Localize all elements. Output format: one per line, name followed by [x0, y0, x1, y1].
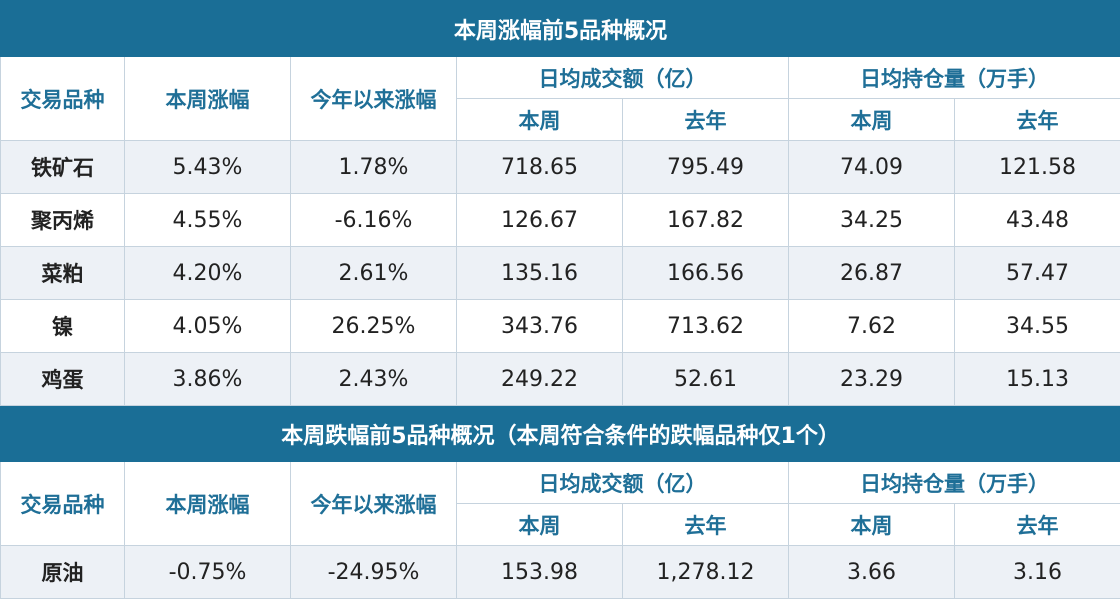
volume-this-week: 343.76 — [456, 299, 623, 353]
volume-last-year: 713.62 — [622, 299, 789, 353]
header-ytd-change: 今年以来涨幅 — [290, 56, 457, 141]
header-open-interest: 日均持仓量（万手） — [787, 461, 1120, 504]
oi-last-year: 43.48 — [953, 193, 1120, 247]
table-row: 鸡蛋 3.86% 2.43% 249.22 52.61 23.29 15.13 — [0, 352, 1120, 406]
volume-last-year: 795.49 — [622, 140, 789, 194]
ytd-change: 2.61% — [290, 246, 457, 300]
volume-this-week: 718.65 — [456, 140, 623, 194]
volume-last-year: 166.56 — [622, 246, 789, 300]
header-ytd-change: 今年以来涨幅 — [290, 461, 457, 546]
oi-this-week: 26.87 — [788, 246, 955, 300]
table-row: 原油 -0.75% -24.95% 153.98 1,278.12 3.66 3… — [0, 545, 1120, 599]
header-oi-last-year: 去年 — [953, 503, 1120, 546]
header-oi-last-year: 去年 — [953, 98, 1120, 141]
oi-last-year: 121.58 — [953, 140, 1120, 194]
table-row: 铁矿石 5.43% 1.78% 718.65 795.49 74.09 121.… — [0, 140, 1120, 194]
bottom-section-title: 本周跌幅前5品种概况（本周符合条件的跌幅品种仅1个） — [0, 405, 1120, 462]
oi-last-year: 57.47 — [953, 246, 1120, 300]
top-section-title: 本周涨幅前5品种概况 — [0, 0, 1120, 57]
header-daily-volume: 日均成交额（亿） — [456, 56, 789, 99]
volume-last-year: 1,278.12 — [622, 545, 789, 599]
volume-last-year: 52.61 — [622, 352, 789, 406]
header-open-interest: 日均持仓量（万手） — [787, 56, 1120, 99]
volume-this-week: 135.16 — [456, 246, 623, 300]
ytd-change: 26.25% — [290, 299, 457, 353]
weekly-change: 5.43% — [124, 140, 291, 194]
header-weekly-change: 本周涨幅 — [124, 461, 291, 546]
header-volume-last-year: 去年 — [622, 98, 789, 141]
ytd-change: -24.95% — [290, 545, 457, 599]
header-volume-this-week: 本周 — [456, 503, 623, 546]
header-oi-this-week: 本周 — [788, 98, 955, 141]
header-oi-this-week: 本周 — [788, 503, 955, 546]
header-daily-volume: 日均成交额（亿） — [456, 461, 789, 504]
oi-this-week: 23.29 — [788, 352, 955, 406]
oi-last-year: 3.16 — [953, 545, 1120, 599]
volume-this-week: 153.98 — [456, 545, 623, 599]
volume-this-week: 249.22 — [456, 352, 623, 406]
header-commodity: 交易品种 — [0, 461, 125, 546]
table-row: 菜粕 4.20% 2.61% 135.16 166.56 26.87 57.47 — [0, 246, 1120, 300]
header-volume-last-year: 去年 — [622, 503, 789, 546]
ytd-change: 1.78% — [290, 140, 457, 194]
oi-this-week: 7.62 — [788, 299, 955, 353]
weekly-change: 3.86% — [124, 352, 291, 406]
commodity-name: 铁矿石 — [0, 140, 125, 194]
ytd-change: 2.43% — [290, 352, 457, 406]
commodity-name: 镍 — [0, 299, 125, 353]
header-commodity: 交易品种 — [0, 56, 125, 141]
oi-this-week: 74.09 — [788, 140, 955, 194]
volume-this-week: 126.67 — [456, 193, 623, 247]
weekly-change: 4.55% — [124, 193, 291, 247]
weekly-change: 4.05% — [124, 299, 291, 353]
commodity-name: 原油 — [0, 545, 125, 599]
oi-this-week: 3.66 — [788, 545, 955, 599]
volume-last-year: 167.82 — [622, 193, 789, 247]
ytd-change: -6.16% — [290, 193, 457, 247]
weekly-change: -0.75% — [124, 545, 291, 599]
header-weekly-change: 本周涨幅 — [124, 56, 291, 141]
commodity-name: 菜粕 — [0, 246, 125, 300]
oi-this-week: 34.25 — [788, 193, 955, 247]
table-row: 镍 4.05% 26.25% 343.76 713.62 7.62 34.55 — [0, 299, 1120, 353]
oi-last-year: 15.13 — [953, 352, 1120, 406]
commodity-name: 鸡蛋 — [0, 352, 125, 406]
oi-last-year: 34.55 — [953, 299, 1120, 353]
table-row: 聚丙烯 4.55% -6.16% 126.67 167.82 34.25 43.… — [0, 193, 1120, 247]
weekly-change: 4.20% — [124, 246, 291, 300]
header-volume-this-week: 本周 — [456, 98, 623, 141]
commodity-name: 聚丙烯 — [0, 193, 125, 247]
